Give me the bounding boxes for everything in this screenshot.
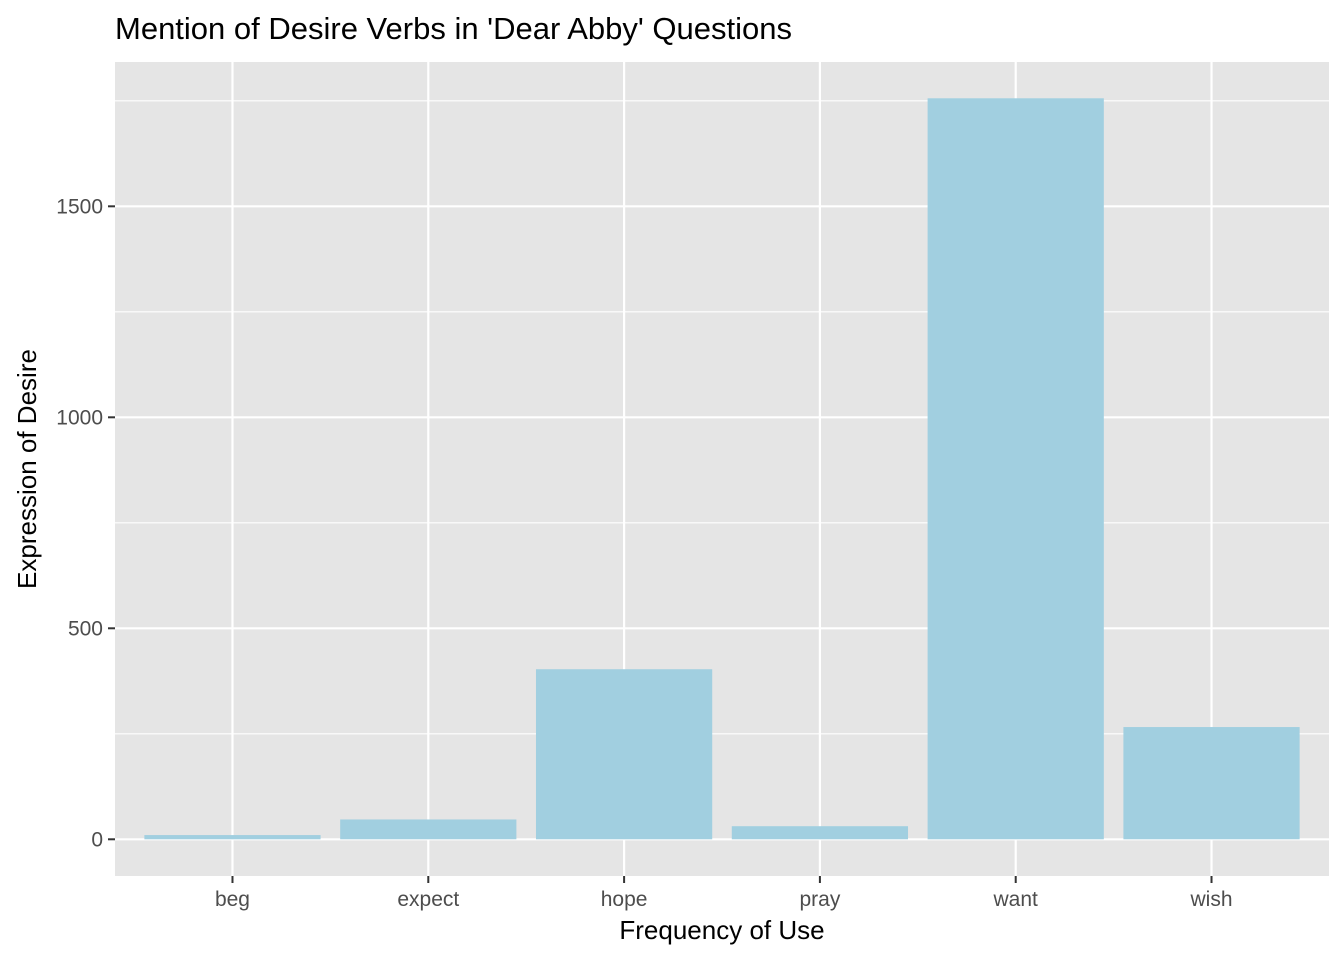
bar-pray <box>731 826 909 840</box>
y-tick-label: 1000 <box>56 406 103 429</box>
bars <box>144 98 1300 840</box>
y-tick-label: 0 <box>91 828 103 851</box>
x-tick-label: want <box>993 888 1039 911</box>
y-axis-title: Expression of Desire <box>12 349 42 589</box>
y-tick-label: 1500 <box>56 195 103 218</box>
chart-title: Mention of Desire Verbs in 'Dear Abby' Q… <box>115 11 792 46</box>
x-tick-label: hope <box>601 888 648 911</box>
x-tick-label: pray <box>799 888 840 911</box>
bar-beg <box>144 835 321 840</box>
y-tick-label: 500 <box>68 617 103 640</box>
x-axis-title: Frequency of Use <box>619 915 824 945</box>
bar-want <box>927 98 1104 840</box>
bar-expect <box>340 819 517 840</box>
y-axis: 0 500 1000 1500 <box>56 195 115 851</box>
x-tick-label: wish <box>1190 888 1233 911</box>
x-axis: beg expect hope pray want wish <box>215 876 1233 911</box>
bar-hope <box>535 669 713 840</box>
x-tick-label: expect <box>397 888 459 911</box>
x-tick-label: beg <box>215 888 250 911</box>
bar-wish <box>1123 727 1300 840</box>
